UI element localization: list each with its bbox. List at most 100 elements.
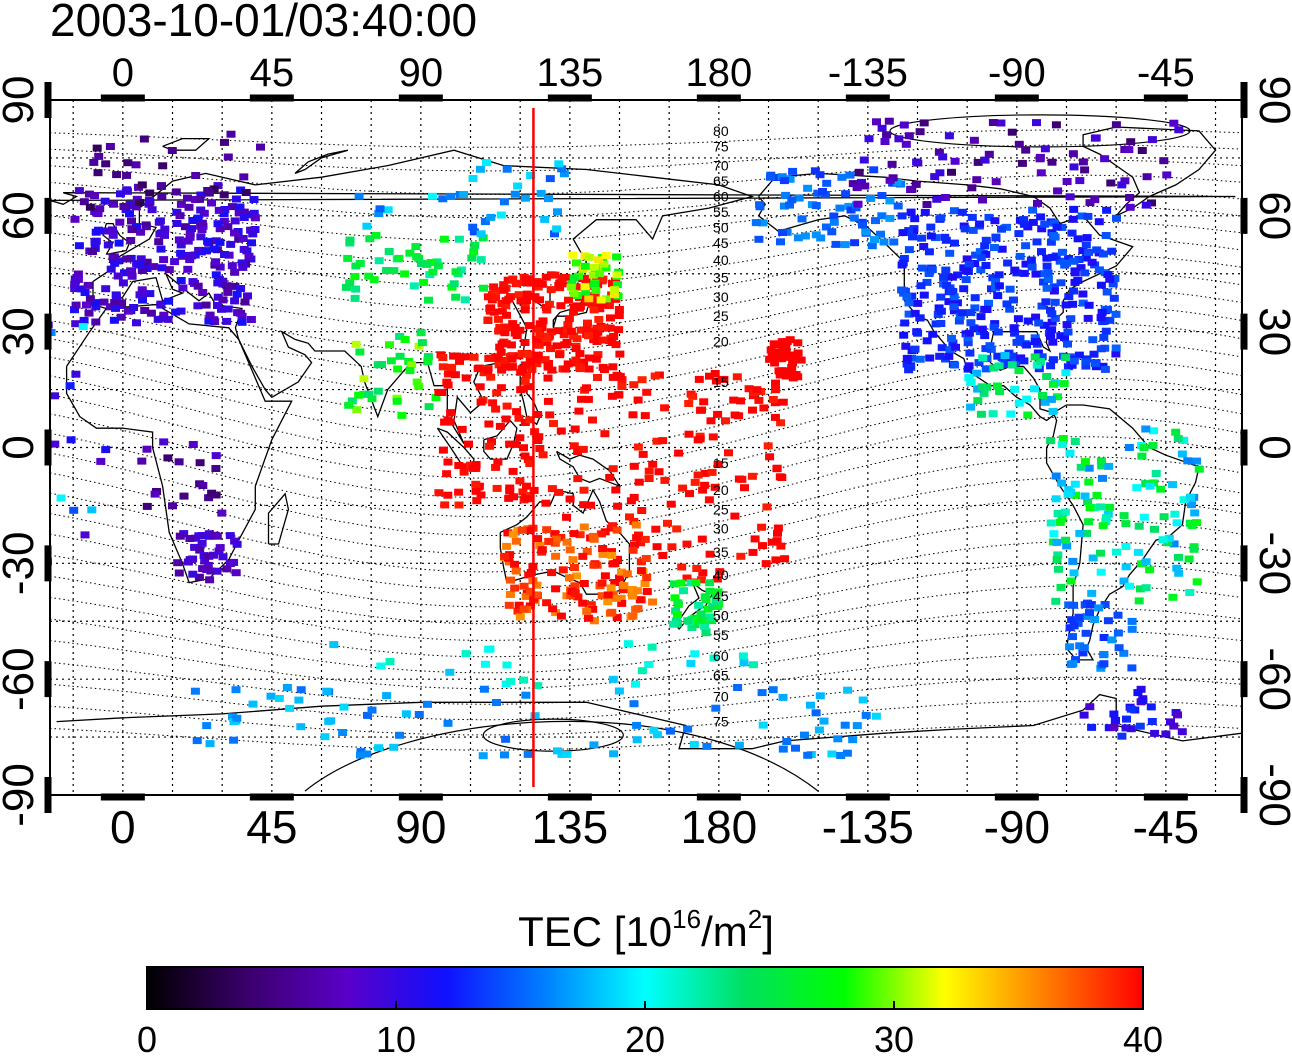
tec-point-western-pacific <box>651 525 661 533</box>
tec-point-australia <box>503 529 513 537</box>
tec-point-western-pacific <box>747 472 757 480</box>
tec-point-south-america <box>1080 492 1090 500</box>
tec-point-north-america <box>952 299 962 307</box>
tec-point-patagonia <box>1064 601 1074 609</box>
tec-point-hawaii <box>781 344 791 352</box>
tec-point-alaska <box>876 230 885 238</box>
tec-point-western-pacific <box>660 476 670 484</box>
tec-point-southeast-asia <box>515 477 525 485</box>
tec-point-antarctica <box>803 751 813 759</box>
tec-point-central-america <box>1038 391 1047 399</box>
tec-point-europe <box>176 307 186 315</box>
tec-point-australia <box>633 605 643 613</box>
tec-point-australia <box>596 530 606 538</box>
tec-point-australia <box>558 566 568 574</box>
tec-point-western-pacific <box>704 496 714 504</box>
tec-point-hawaii <box>774 367 784 375</box>
tec-point-alaska <box>889 238 899 246</box>
tec-point-southeast-asia <box>520 377 530 385</box>
tec-point-canada-arctic <box>1040 145 1050 153</box>
tec-point-china-japan <box>609 333 619 340</box>
tec-point-alaska <box>815 171 825 179</box>
tec-point-australia <box>606 584 616 592</box>
tec-point-alaska <box>772 174 782 181</box>
tec-point-antarctica <box>665 727 675 735</box>
tec-point-europe <box>207 199 216 207</box>
tec-point-europe <box>157 264 167 272</box>
tec-point-north-america <box>964 329 974 337</box>
tec-point-south-america <box>1092 491 1102 499</box>
tec-point-scandinavia-north <box>131 161 141 169</box>
tec-point-australia <box>579 523 589 531</box>
tec-point-north-america <box>1111 350 1121 358</box>
tec-point-japan-north <box>595 270 604 278</box>
tec-measurements <box>50 117 1204 760</box>
tec-point-europe <box>116 313 126 321</box>
tec-point-japan-north <box>609 291 619 299</box>
tec-point-south-america <box>1065 449 1075 457</box>
tec-point-australia <box>610 579 620 586</box>
tec-point-western-pacific <box>626 497 636 505</box>
tec-point-north-america <box>980 242 990 250</box>
tec-point-japan-north <box>568 251 578 259</box>
tec-point-western-pacific <box>711 377 721 385</box>
tec-point-europe <box>90 299 100 307</box>
tec-point-europe <box>184 251 194 259</box>
tec-point-southeast-asia <box>442 378 452 386</box>
tec-point-australia <box>631 521 641 529</box>
tec-point-western-pacific <box>554 488 564 496</box>
tec-point-europe <box>82 301 91 309</box>
tec-point-antarctica <box>423 700 432 708</box>
tec-point-china-japan <box>569 303 579 311</box>
tec-point-europe <box>230 268 240 276</box>
tec-point-scandinavia-north <box>220 138 229 146</box>
tec-point-india <box>393 365 403 373</box>
tec-point-china-japan <box>593 351 603 359</box>
tec-point-southeast-asia <box>447 363 457 371</box>
tec-point-europe <box>227 262 237 270</box>
tec-point-canada-arctic <box>848 180 858 188</box>
tec-point-europe <box>205 311 215 319</box>
tec-point-southeast-asia <box>520 452 530 460</box>
tec-point-south-america <box>1145 566 1155 574</box>
tec-point-north-america <box>917 264 927 272</box>
tec-point-china-japan <box>615 350 625 358</box>
tec-point-north-america <box>1069 357 1079 365</box>
contour-label: 40 <box>713 252 729 268</box>
tec-point-central-africa <box>179 492 189 500</box>
tec-point-south-america <box>1097 462 1107 470</box>
tec-point-canada-arctic <box>1014 140 1024 148</box>
tec-point-north-america <box>1019 357 1029 365</box>
tec-point-new-zealand <box>696 610 706 618</box>
tec-point-southeast-asia <box>469 353 479 361</box>
tec-point-alaska <box>829 218 839 226</box>
tec-point-hawaii <box>770 359 780 367</box>
tec-point-canada-arctic <box>947 168 956 176</box>
tec-point-australia <box>570 582 580 590</box>
tec-point-india <box>354 391 364 399</box>
tec-point-japan-north <box>601 251 611 259</box>
magnetic-contour <box>50 129 1242 148</box>
tec-point-north-america <box>936 307 946 315</box>
tec-point-southeast-asia <box>522 371 531 379</box>
tec-point-north-america <box>950 361 960 369</box>
tec-point-siberia <box>374 210 384 218</box>
tec-point-europe <box>223 305 233 313</box>
tec-point-north-america <box>949 307 959 315</box>
tec-point-canada-arctic <box>864 135 874 143</box>
tec-point-southeast-asia <box>504 494 514 502</box>
tec-point-north-america <box>1022 341 1032 349</box>
tec-point-north-america <box>1002 223 1012 231</box>
tec-point-north-america <box>1052 223 1062 231</box>
tec-point-central-africa <box>150 490 160 498</box>
tec-point-southeast-asia <box>488 399 498 407</box>
tec-point-southeast-asia <box>471 480 481 488</box>
tec-point-australia <box>616 594 626 602</box>
tec-point-patagonia <box>1127 617 1137 625</box>
tec-point-alaska <box>845 171 855 179</box>
tec-point-europe <box>204 317 214 325</box>
tec-point-antarctica <box>629 700 639 708</box>
tec-point-western-pacific <box>674 449 684 457</box>
tec-point-scandinavia-north <box>171 188 181 196</box>
tec-point-alaska <box>803 184 813 192</box>
